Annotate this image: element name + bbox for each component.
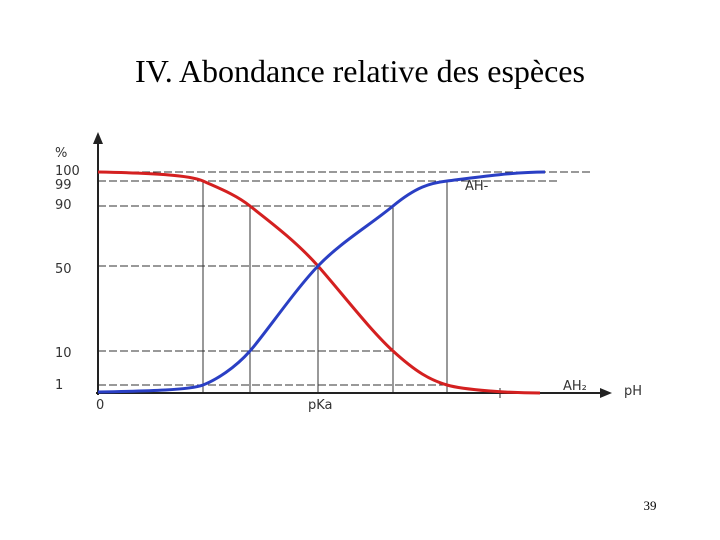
page-number: 39: [644, 498, 657, 513]
x-pka-label: pKa: [308, 398, 333, 413]
slide-title: IV. Abondance relative des espèces: [135, 53, 585, 89]
x-arrow: [600, 388, 612, 398]
y-tick-label: 100: [55, 164, 80, 179]
y-tick-label: 99: [55, 178, 72, 193]
y-labels: % 100 99 90 50 10 1: [55, 146, 80, 393]
x-origin-label: 0: [96, 398, 104, 413]
y-tick-label: 90: [55, 198, 72, 213]
blue-curve: [97, 170, 546, 394]
grid-lines: [98, 171, 590, 398]
y-arrow: [93, 132, 103, 144]
x-unit: pH: [624, 384, 642, 399]
y-unit: %: [55, 146, 67, 161]
curve-label: AH₂: [563, 379, 587, 394]
curve-label: AH-: [465, 179, 489, 194]
y-tick-label: 50: [55, 262, 72, 277]
y-tick-label: 1: [55, 378, 63, 393]
y-tick-label: 10: [55, 346, 72, 361]
x-labels: 0 pKa pH AH- AH₂: [96, 179, 642, 413]
red-curve: [97, 170, 541, 395]
